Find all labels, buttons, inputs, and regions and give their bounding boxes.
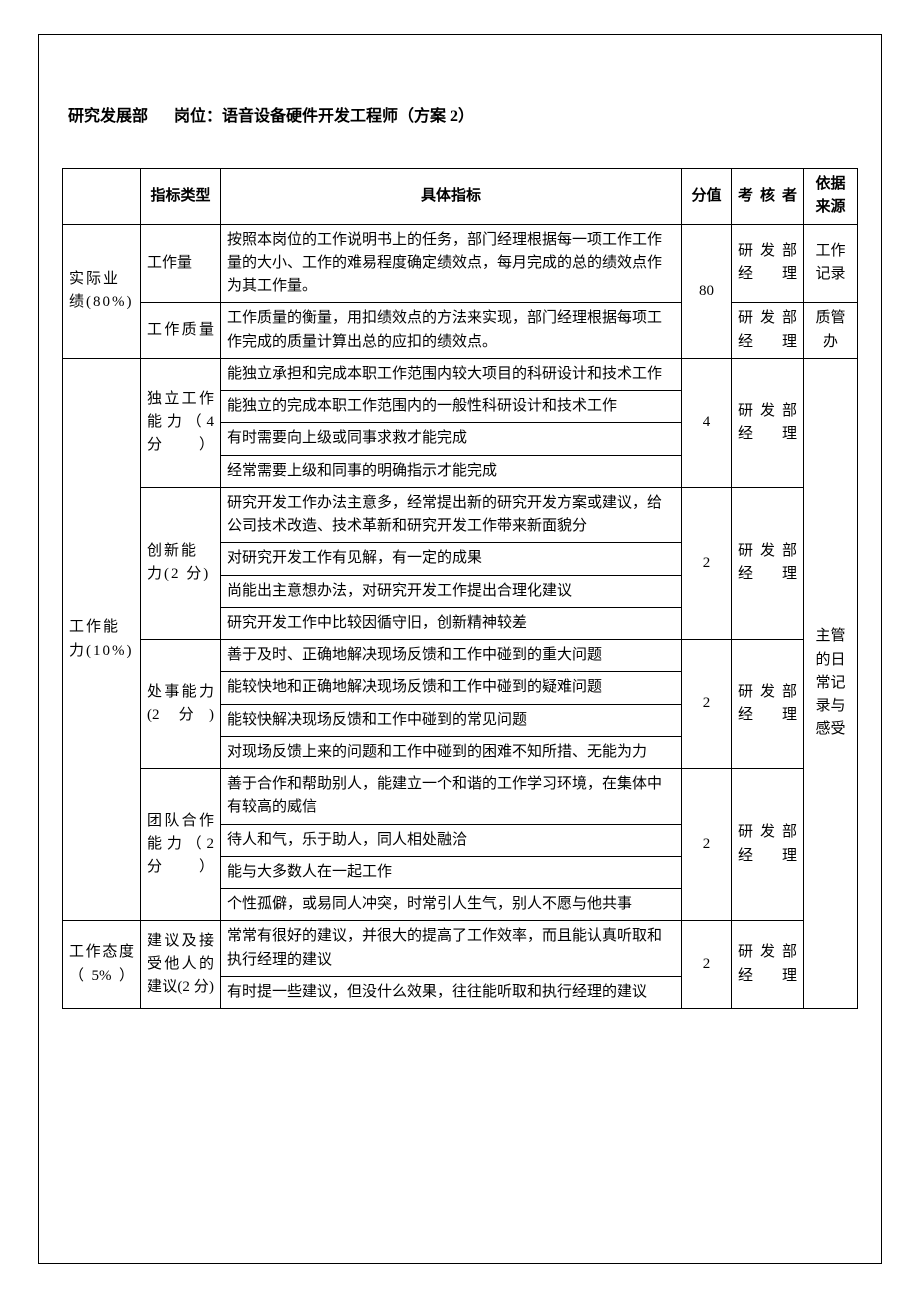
table-header-row: 指标类型 具体指标 分值 考核者 依据来源 [63, 169, 858, 225]
indicator-cell: 经常需要上级和同事的明确指示才能完成 [221, 455, 682, 487]
assessor-cell: 研发部经理 [732, 487, 804, 639]
score-cell: 2 [682, 487, 732, 639]
position-value: 语音设备硬件开发工程师（方案 2） [222, 108, 474, 125]
type-cell: 团队合作能力（2 分） [141, 769, 221, 921]
type-cell: 处事能力(2 分) [141, 640, 221, 769]
page-title: 研究发展部 岗位：语音设备硬件开发工程师（方案 2） [62, 102, 858, 126]
assessor-cell: 研发部经理 [732, 303, 804, 359]
score-cell: 80 [682, 224, 732, 358]
indicator-cell: 有时提一些建议，但没什么效果，往往能听取和执行经理的建议 [221, 976, 682, 1008]
department-label: 研究发展部 [68, 108, 148, 125]
table-row: 工作态度（5%） 建议及接受他人的建议(2 分) 常常有很好的建议，并很大的提高… [63, 921, 858, 977]
score-cell: 2 [682, 640, 732, 769]
indicator-cell: 能较快解决现场反馈和工作中碰到的常见问题 [221, 704, 682, 736]
col-score-header: 分值 [682, 169, 732, 225]
indicator-cell: 能独立的完成本职工作范围内的一般性科研设计和技术工作 [221, 391, 682, 423]
source-cell: 工作记录 [804, 224, 858, 303]
source-cell: 质管办 [804, 303, 858, 359]
col-type-header: 指标类型 [141, 169, 221, 225]
indicator-cell: 有时需要向上级或同事求救才能完成 [221, 423, 682, 455]
page-content: 研究发展部 岗位：语音设备硬件开发工程师（方案 2） 指标类型 具体指标 分值 考… [38, 34, 882, 1033]
score-cell: 4 [682, 358, 732, 487]
type-cell: 独立工作能力（4 分） [141, 358, 221, 487]
indicator-cell: 尚能出主意想办法，对研究开发工作提出合理化建议 [221, 575, 682, 607]
indicator-cell: 对研究开发工作有见解，有一定的成果 [221, 543, 682, 575]
table-row: 工作能力(10%) 独立工作能力（4 分） 能独立承担和完成本职工作范围内较大项… [63, 358, 858, 390]
assessor-cell: 研发部经理 [732, 769, 804, 921]
evaluation-table: 指标类型 具体指标 分值 考核者 依据来源 实际业绩(80%) 工作量 按照本岗… [62, 168, 858, 1009]
score-cell: 2 [682, 921, 732, 1009]
col-source-header: 依据来源 [804, 169, 858, 225]
type-cell: 工作质量 [141, 303, 221, 359]
position-label: 岗位： [174, 108, 222, 125]
indicator-cell: 工作质量的衡量，用扣绩效点的方法来实现，部门经理根据每项工作完成的质量计算出总的… [221, 303, 682, 359]
assessor-cell: 研发部经理 [732, 921, 804, 1009]
assessor-cell: 研发部经理 [732, 358, 804, 487]
category-cell: 工作能力(10%) [63, 358, 141, 921]
indicator-cell: 善于及时、正确地解决现场反馈和工作中碰到的重大问题 [221, 640, 682, 672]
indicator-cell: 常常有很好的建议，并很大的提高了工作效率，而且能认真听取和执行经理的建议 [221, 921, 682, 977]
table-row: 工作质量 工作质量的衡量，用扣绩效点的方法来实现，部门经理根据每项工作完成的质量… [63, 303, 858, 359]
col-indicator-header: 具体指标 [221, 169, 682, 225]
indicator-cell: 能独立承担和完成本职工作范围内较大项目的科研设计和技术工作 [221, 358, 682, 390]
type-cell: 工作量 [141, 224, 221, 303]
assessor-cell: 研发部经理 [732, 224, 804, 303]
col-assessor-header: 考核者 [732, 169, 804, 225]
assessor-cell: 研发部经理 [732, 640, 804, 769]
type-cell: 建议及接受他人的建议(2 分) [141, 921, 221, 1009]
page-frame: 研究发展部 岗位：语音设备硬件开发工程师（方案 2） 指标类型 具体指标 分值 考… [0, 0, 920, 1302]
type-cell: 创新能力(2 分) [141, 487, 221, 639]
category-cell: 工作态度（5%） [63, 921, 141, 1009]
indicator-cell: 对现场反馈上来的问题和工作中碰到的困难不知所措、无能为力 [221, 736, 682, 768]
indicator-cell: 待人和气，乐于助人，同人相处融洽 [221, 824, 682, 856]
col-category-header [63, 169, 141, 225]
table-row: 创新能力(2 分) 研究开发工作办法主意多，经常提出新的研究开发方案或建议，给公… [63, 487, 858, 543]
indicator-cell: 研究开发工作中比较因循守旧，创新精神较差 [221, 607, 682, 639]
indicator-cell: 按照本岗位的工作说明书上的任务，部门经理根据每一项工作工作量的大小、工作的难易程… [221, 224, 682, 303]
score-cell: 2 [682, 769, 732, 921]
table-row: 处事能力(2 分) 善于及时、正确地解决现场反馈和工作中碰到的重大问题 2 研发… [63, 640, 858, 672]
source-cell: 主管的日常记录与感受 [804, 358, 858, 1008]
table-row: 实际业绩(80%) 工作量 按照本岗位的工作说明书上的任务，部门经理根据每一项工… [63, 224, 858, 303]
indicator-cell: 个性孤僻，或易同人冲突，时常引人生气，别人不愿与他共事 [221, 889, 682, 921]
indicator-cell: 研究开发工作办法主意多，经常提出新的研究开发方案或建议，给公司技术改造、技术革新… [221, 487, 682, 543]
indicator-cell: 能较快地和正确地解决现场反馈和工作中碰到的疑难问题 [221, 672, 682, 704]
table-row: 团队合作能力（2 分） 善于合作和帮助别人，能建立一个和谐的工作学习环境，在集体… [63, 769, 858, 825]
indicator-cell: 能与大多数人在一起工作 [221, 856, 682, 888]
category-cell: 实际业绩(80%) [63, 224, 141, 358]
indicator-cell: 善于合作和帮助别人，能建立一个和谐的工作学习环境，在集体中有较高的威信 [221, 769, 682, 825]
